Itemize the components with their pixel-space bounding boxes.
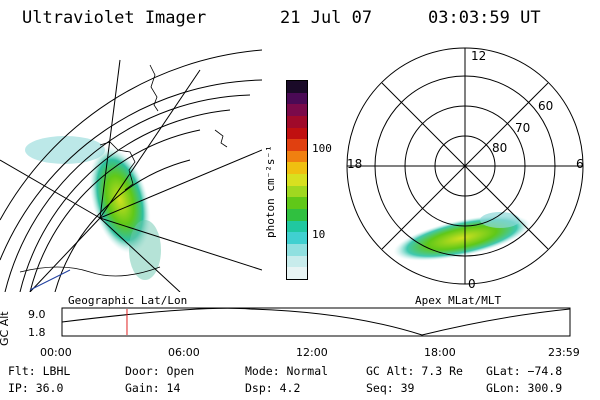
mlt-label-18: 18 [347,157,362,171]
mlat-label-80: 80 [492,141,507,155]
colorbar-segment [287,185,307,198]
time-tick-1800: 18:00 [424,346,456,359]
colorbar-label: photon cm⁻²s⁻¹ [264,145,277,238]
colorbar-segment [287,174,307,186]
colorbar-segment [287,209,307,221]
mlat-label-70: 70 [515,121,530,135]
colorbar-tick-10: 10 [312,228,326,241]
colorbar-segment [287,267,307,279]
filter-value: Flt: LBHL [8,364,71,378]
colorbar-segment [287,81,307,93]
door-status: Door: Open [125,364,195,378]
colorbar-segment [287,104,307,116]
altitude-tick-1-8: 1.8 [28,326,46,339]
gc-altitude-value: GC Alt: 7.3 Re [366,364,463,378]
colorbar-segment [287,162,307,175]
polar-plot: 12 18 6 0 60 70 80 [346,47,584,291]
time-tick-1200: 12:00 [296,346,328,359]
colorbar-tick-100: 100 [312,142,332,155]
time-tick-0000: 00:00 [40,346,72,359]
time-tick-2359: 23:59 [548,346,580,359]
mlt-label-0: 0 [468,277,476,291]
mlat-label-60: 60 [538,99,553,113]
colorbar-segment [287,255,307,268]
time-tick-0600: 06:00 [168,346,200,359]
altitude-axis-label: GC Alt [0,311,11,346]
sequence-value: Seq: 39 [366,381,415,395]
mlt-label-12: 12 [471,49,486,63]
geographic-map [0,49,262,292]
glat-value: GLat: −74.8 [486,364,563,378]
date-label: 21 Jul 07 [280,8,373,28]
mlt-label-6: 6 [576,157,584,171]
colorbar-segment [287,243,307,256]
mode-value: Mode: Normal [245,364,329,378]
geo-panel-caption: Geographic Lat/Lon [68,294,188,307]
colorbar-segment [287,92,307,105]
gain-value: Gain: 14 [125,381,181,395]
colorbar-segment [287,197,307,210]
ip-value: IP: 36.0 [8,381,64,395]
colorbar-segment [287,150,307,163]
colorbar-segment [287,232,307,244]
altitude-tick-9: 9.0 [28,308,46,321]
instrument-title: Ultraviolet Imager [22,8,207,28]
dsp-value: Dsp: 4.2 [245,381,301,395]
time-label: 03:03:59 UT [428,8,541,28]
colorbar-segment [287,220,307,233]
altitude-plot: GC Alt 9.0 1.8 00:00 06:00 12:00 18:00 2… [0,307,580,359]
colorbar-segment [287,139,307,151]
polar-panel-caption: Apex MLat/MLT [415,294,502,307]
colorbar [286,80,308,280]
colorbar-segment [287,127,307,140]
colorbar-segment [287,115,307,128]
glon-value: GLon: 300.9 [486,381,563,395]
